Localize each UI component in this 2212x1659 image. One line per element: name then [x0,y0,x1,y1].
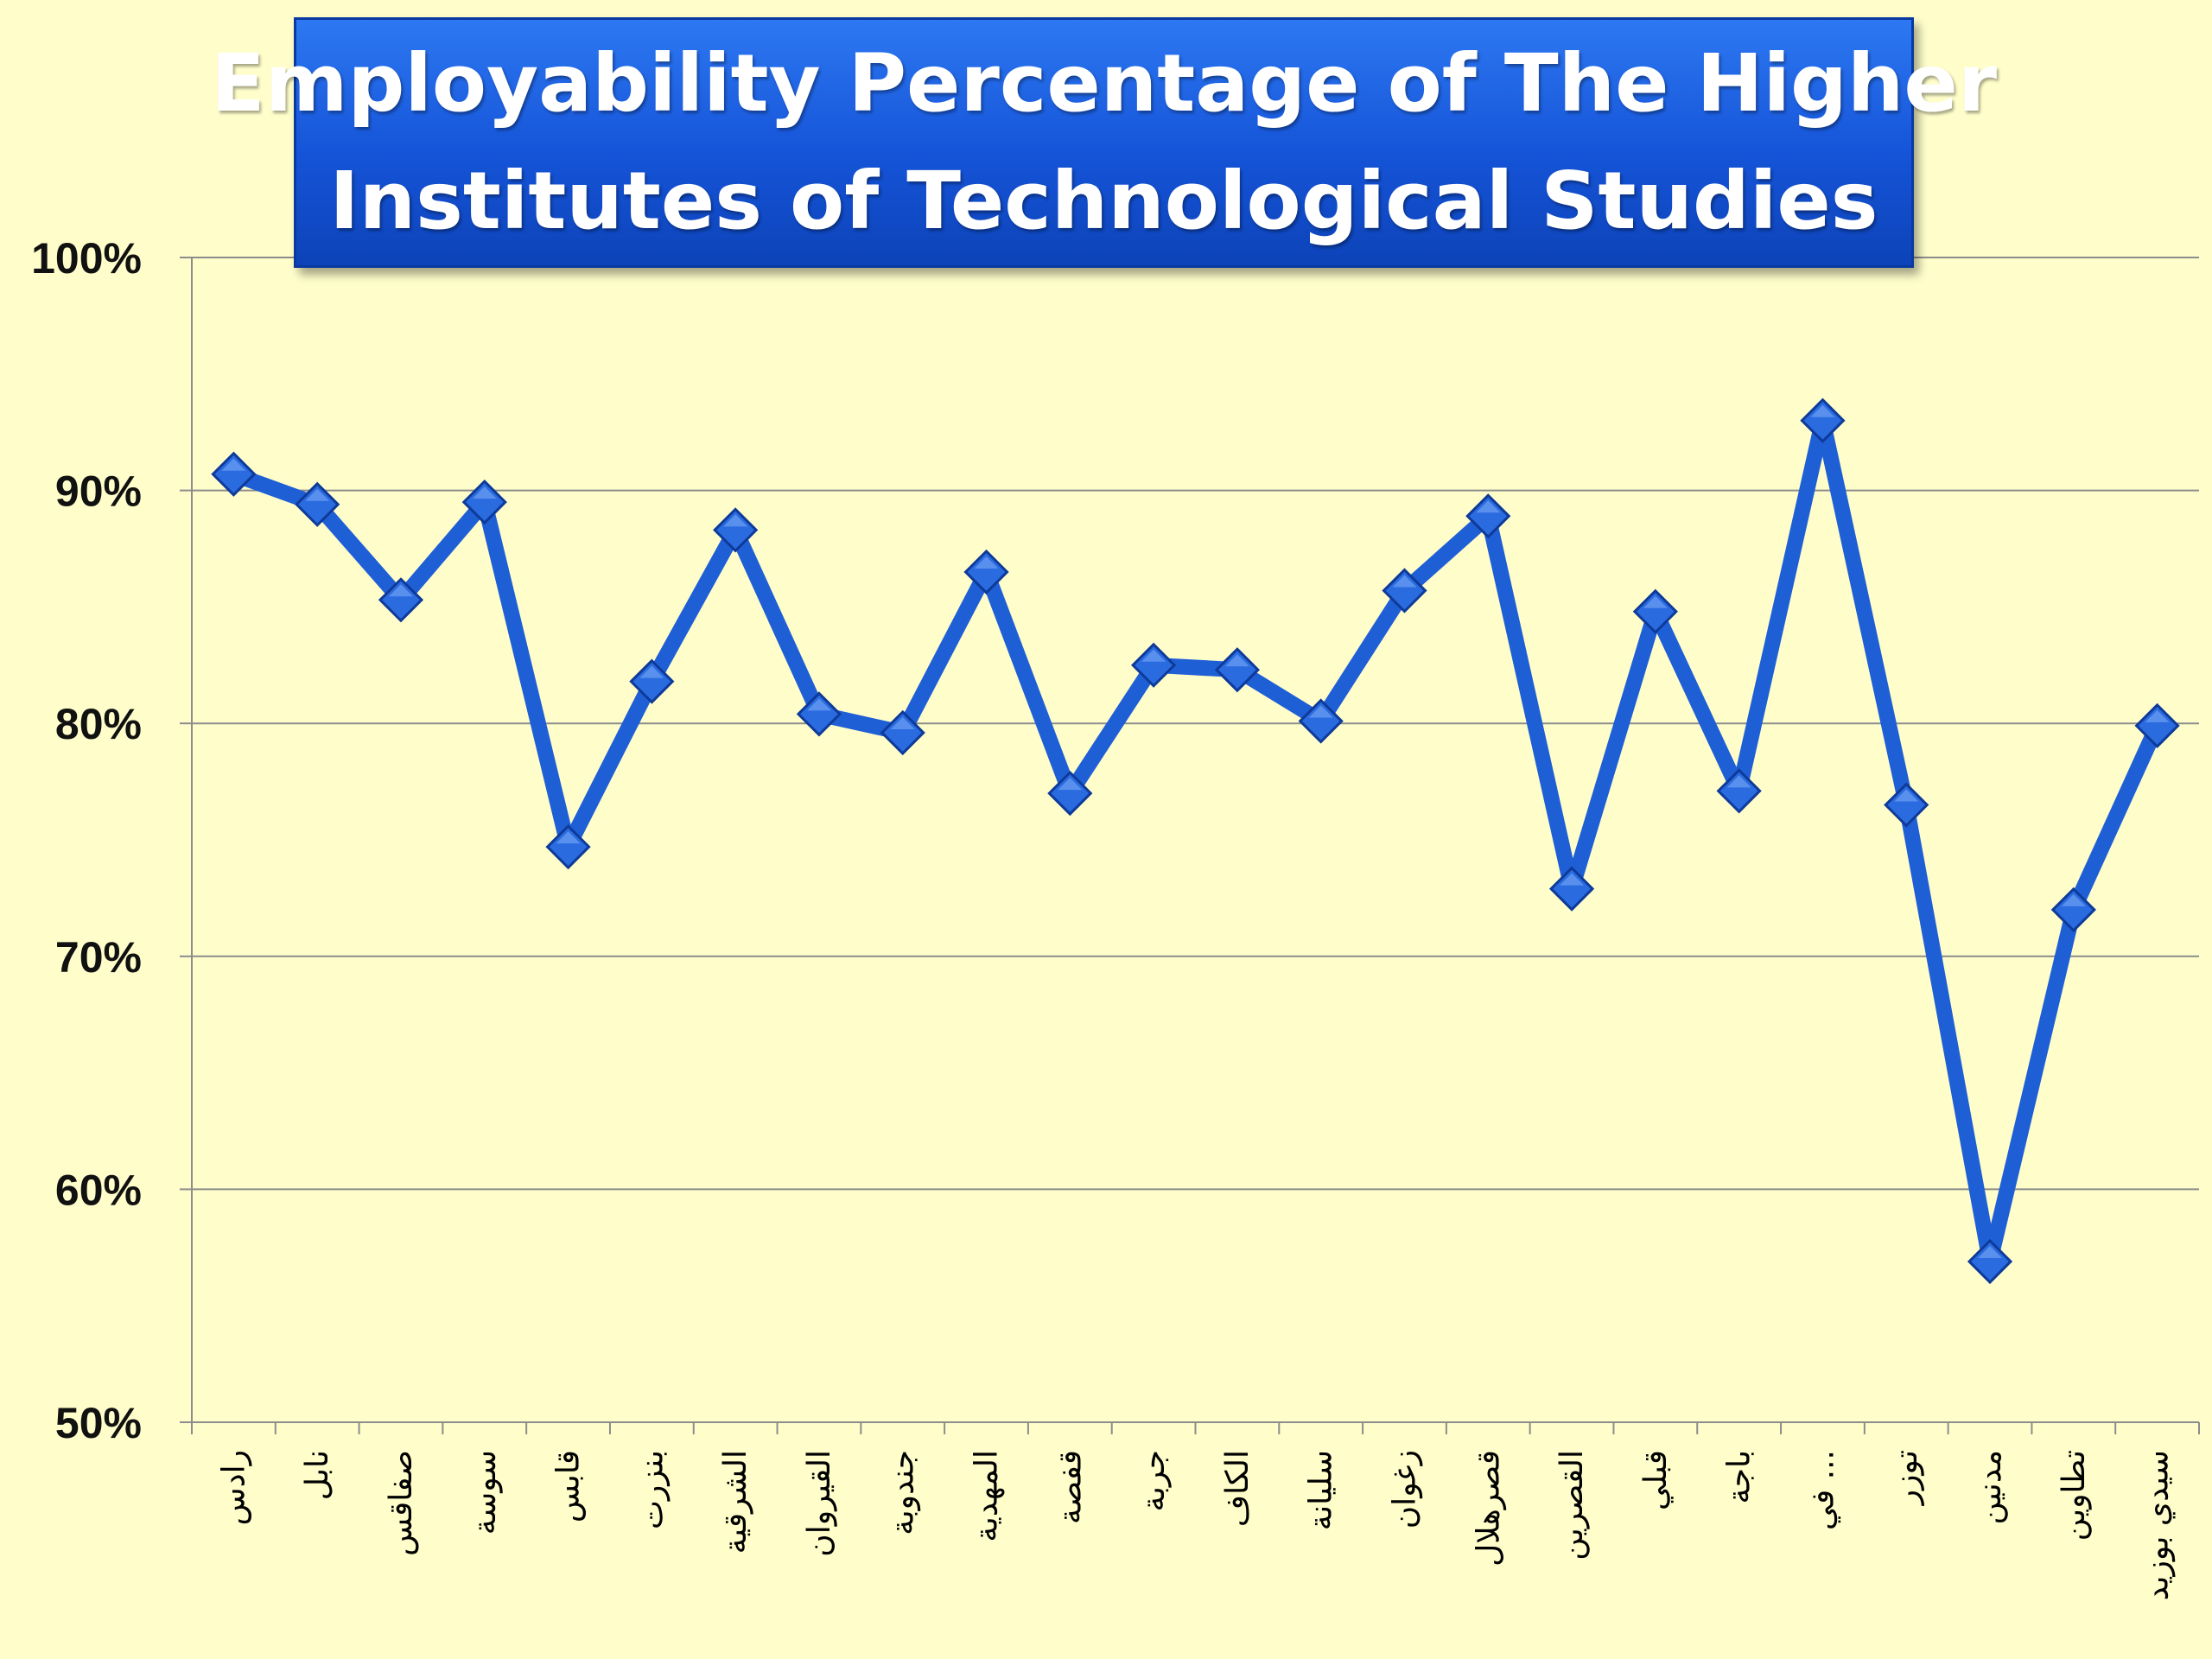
data-point [1130,642,1177,688]
y-tick-label: 100% [31,234,142,283]
chart-title-line-2: Institutes of Technological Studies [329,155,1878,247]
data-point-highlight [1392,575,1417,588]
data-point-highlight [723,514,748,527]
data-point-highlight [1476,500,1501,513]
y-tick-label: 60% [55,1166,142,1214]
x-tick-label: نابل [300,1450,335,1500]
data-point-highlight [1643,595,1668,608]
data-point [211,451,257,497]
data-point-highlight [221,458,246,471]
data-point [1298,698,1344,744]
data-point [1382,568,1427,613]
axes [180,257,2200,1434]
y-tick-label: 70% [55,933,142,982]
data-point-highlight [2145,709,2170,722]
data-point [880,709,925,756]
data-point [963,549,1009,595]
data-point [461,479,507,525]
data-point [295,481,340,527]
data-point-highlight [305,488,330,501]
x-tick-label: قابس [551,1450,587,1522]
data-point-highlight [1726,775,1751,788]
x-tick-label: صفاقس [384,1450,419,1556]
series-employability [211,397,2180,1285]
data-point-highlight [556,831,581,844]
x-tick-label: الكاف [1220,1450,1255,1527]
gridlines [192,257,2199,1423]
x-tick-labels: رادس نابل صفاقس سوسة قابس بنزرت الشرقية القيروا… [216,1450,2175,1600]
series-line [226,412,2165,1269]
data-point [2050,887,2096,933]
x-tick-label: جربة [1136,1450,1172,1511]
data-point-highlight [388,584,413,597]
data-point [378,577,424,623]
data-point [545,823,591,870]
x-tick-label: الشرقية [718,1450,753,1554]
x-tick-label: قبلي [1638,1450,1674,1510]
data-point-highlight [1308,705,1333,718]
data-point [1214,647,1261,693]
x-tick-label: سيدي بوزيد [2140,1450,2176,1600]
data-point-highlight [1978,1245,2003,1258]
data-point-highlight [2061,893,2086,906]
x-tick-label: توزر [1889,1450,1924,1506]
data-point-highlight [472,486,497,499]
x-tick-label: سوسة [467,1450,503,1535]
data-point-highlight [639,665,664,678]
data-point-highlight [1894,789,1919,802]
data-point [1716,768,1762,814]
data-point [796,691,842,737]
data-point [1548,866,1595,912]
data-point [1800,397,1846,443]
chart-title-box: Employability Percentage of The Higher I… [211,17,1997,268]
x-tick-label: بنزرت [634,1450,670,1529]
x-tick-label: قصرهلال [1471,1450,1506,1567]
data-point-highlight [1141,649,1166,662]
data-point-highlight [1810,404,1835,417]
x-tick-label: باجة [1722,1450,1758,1504]
data-point [2134,702,2180,749]
data-point-highlight [890,716,915,729]
x-tick-label: جندوبة [886,1450,921,1535]
chart-title-line-1: Employability Percentage of The Higher [210,37,1998,130]
data-point [1465,493,1511,539]
x-tick-label: القيروان [802,1450,837,1557]
x-tick-label: المهدية [969,1450,1005,1542]
data-point [629,658,675,704]
x-tick-label: في ... [1805,1450,1840,1530]
x-tick-label: تطاوين [2056,1450,2092,1541]
data-point [1967,1238,2013,1285]
x-tick-label: سليانة [1304,1450,1339,1530]
x-tick-label: القصرين [1554,1450,1590,1560]
y-tick-labels: 50% 60% 70% 80% 90% 100% [31,234,142,1447]
x-tick-label: قفصة [1052,1450,1088,1524]
y-tick-label: 80% [55,700,142,748]
x-tick-label: مدنين [1973,1450,2008,1524]
data-point-highlight [1058,778,1083,791]
y-tick-label: 50% [55,1399,142,1447]
data-point-highlight [974,556,999,569]
data-point [1884,782,1929,828]
y-tick-label: 90% [55,467,142,516]
data-point [1632,588,1678,634]
data-point-highlight [1560,873,1585,886]
x-tick-label: رادس [216,1450,251,1525]
data-point-highlight [1224,654,1249,667]
data-point-highlight [806,698,831,711]
data-point [1047,770,1093,817]
data-point [713,507,759,553]
x-tick-label: زغوان [1387,1450,1422,1529]
